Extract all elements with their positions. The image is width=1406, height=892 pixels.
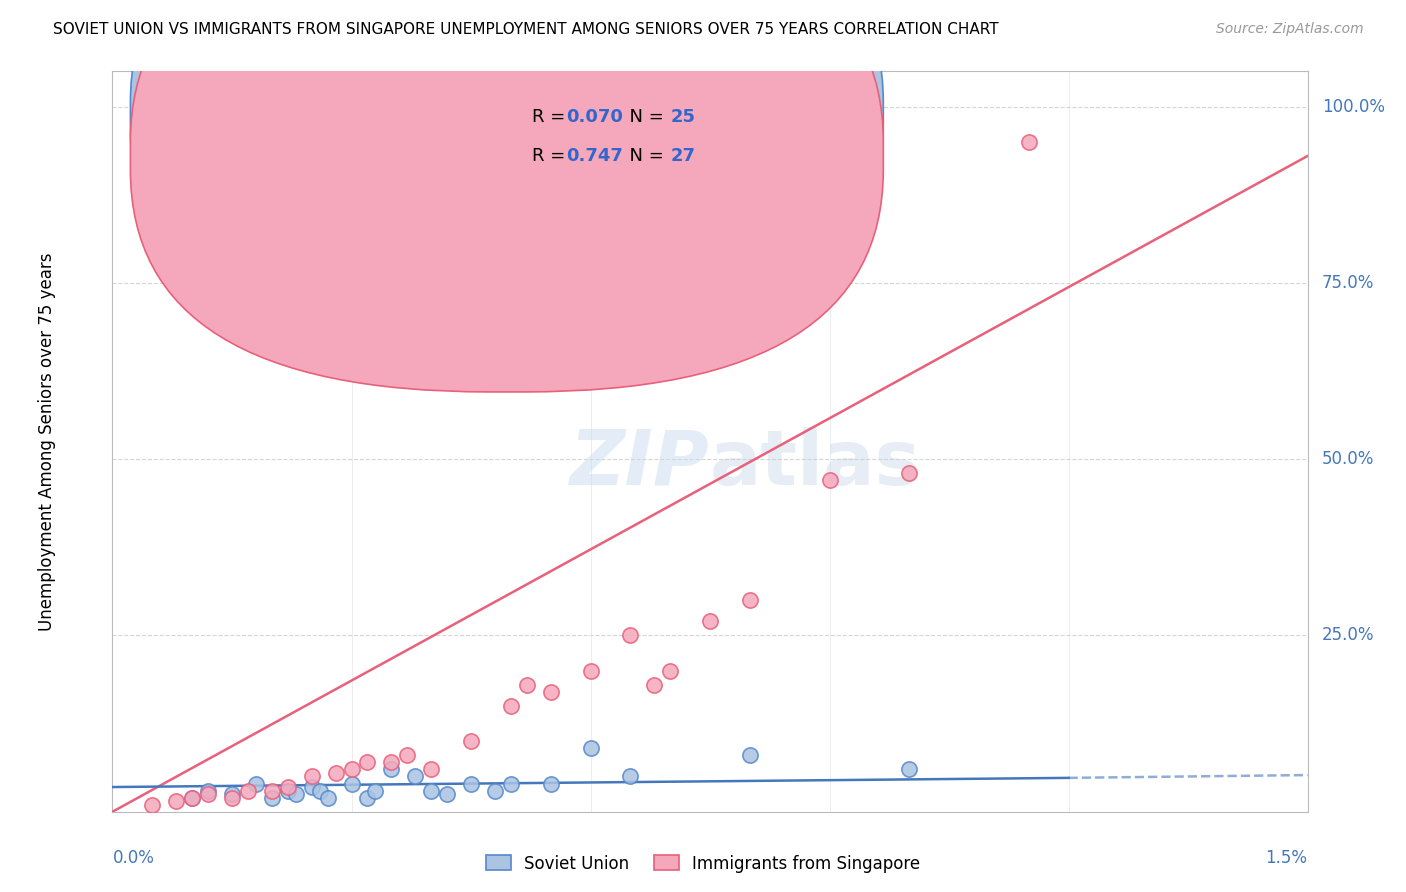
Text: atlas: atlas <box>710 426 921 500</box>
Point <box>141 797 163 812</box>
Point <box>579 664 602 678</box>
Point <box>301 780 323 794</box>
Text: ZIP: ZIP <box>571 426 710 500</box>
Point <box>316 790 339 805</box>
Text: N =: N = <box>619 147 669 165</box>
Text: N =: N = <box>619 108 669 126</box>
Point <box>818 100 841 114</box>
Point <box>404 769 426 783</box>
Point <box>499 698 522 713</box>
Point <box>380 763 402 777</box>
Point <box>643 678 665 692</box>
Point <box>396 748 419 763</box>
Text: 75.0%: 75.0% <box>1322 274 1374 292</box>
Point <box>277 780 299 794</box>
Point <box>659 664 682 678</box>
Point <box>165 794 187 808</box>
Point <box>364 783 387 797</box>
Point <box>380 756 402 770</box>
Point <box>181 790 204 805</box>
Point <box>420 783 443 797</box>
Point <box>738 748 761 763</box>
Point <box>540 685 562 699</box>
Legend: Soviet Union, Immigrants from Singapore: Soviet Union, Immigrants from Singapore <box>479 848 927 880</box>
Text: Source: ZipAtlas.com: Source: ZipAtlas.com <box>1216 22 1364 37</box>
Point <box>579 741 602 756</box>
Point <box>325 766 347 780</box>
Point <box>436 787 458 801</box>
Point <box>516 678 538 692</box>
Point <box>181 790 204 805</box>
Point <box>356 756 378 770</box>
Point <box>738 593 761 607</box>
Point <box>277 783 299 797</box>
FancyBboxPatch shape <box>471 87 806 183</box>
Point <box>340 763 363 777</box>
Point <box>898 763 921 777</box>
Point <box>197 783 219 797</box>
FancyBboxPatch shape <box>131 0 883 352</box>
Point <box>260 783 283 797</box>
Point <box>499 776 522 790</box>
Point <box>356 790 378 805</box>
Point <box>236 783 259 797</box>
Point <box>340 776 363 790</box>
Text: 0.070: 0.070 <box>567 108 623 126</box>
Point <box>898 467 921 481</box>
Text: 27: 27 <box>671 147 696 165</box>
Text: 1.5%: 1.5% <box>1265 849 1308 867</box>
Text: 0.0%: 0.0% <box>112 849 155 867</box>
Point <box>460 734 482 748</box>
Point <box>301 769 323 783</box>
Point <box>221 790 243 805</box>
Point <box>484 783 506 797</box>
Text: 50.0%: 50.0% <box>1322 450 1374 468</box>
Text: SOVIET UNION VS IMMIGRANTS FROM SINGAPORE UNEMPLOYMENT AMONG SENIORS OVER 75 YEA: SOVIET UNION VS IMMIGRANTS FROM SINGAPOR… <box>53 22 1000 37</box>
Text: R =: R = <box>531 108 571 126</box>
Point <box>245 776 267 790</box>
Point <box>221 787 243 801</box>
Point <box>260 790 283 805</box>
Point <box>619 769 641 783</box>
Point <box>699 615 721 629</box>
Point <box>460 776 482 790</box>
Text: 100.0%: 100.0% <box>1322 97 1385 116</box>
Text: 25.0%: 25.0% <box>1322 626 1375 644</box>
Point <box>1018 135 1040 149</box>
Point <box>308 783 330 797</box>
Point <box>619 628 641 642</box>
Point <box>818 473 841 487</box>
Text: 0.747: 0.747 <box>567 147 623 165</box>
Text: R =: R = <box>531 147 571 165</box>
Text: Unemployment Among Seniors over 75 years: Unemployment Among Seniors over 75 years <box>38 252 56 631</box>
Point <box>197 787 219 801</box>
Point <box>540 776 562 790</box>
Text: 25: 25 <box>671 108 696 126</box>
FancyBboxPatch shape <box>131 0 883 392</box>
Point <box>420 763 443 777</box>
Point <box>284 787 307 801</box>
